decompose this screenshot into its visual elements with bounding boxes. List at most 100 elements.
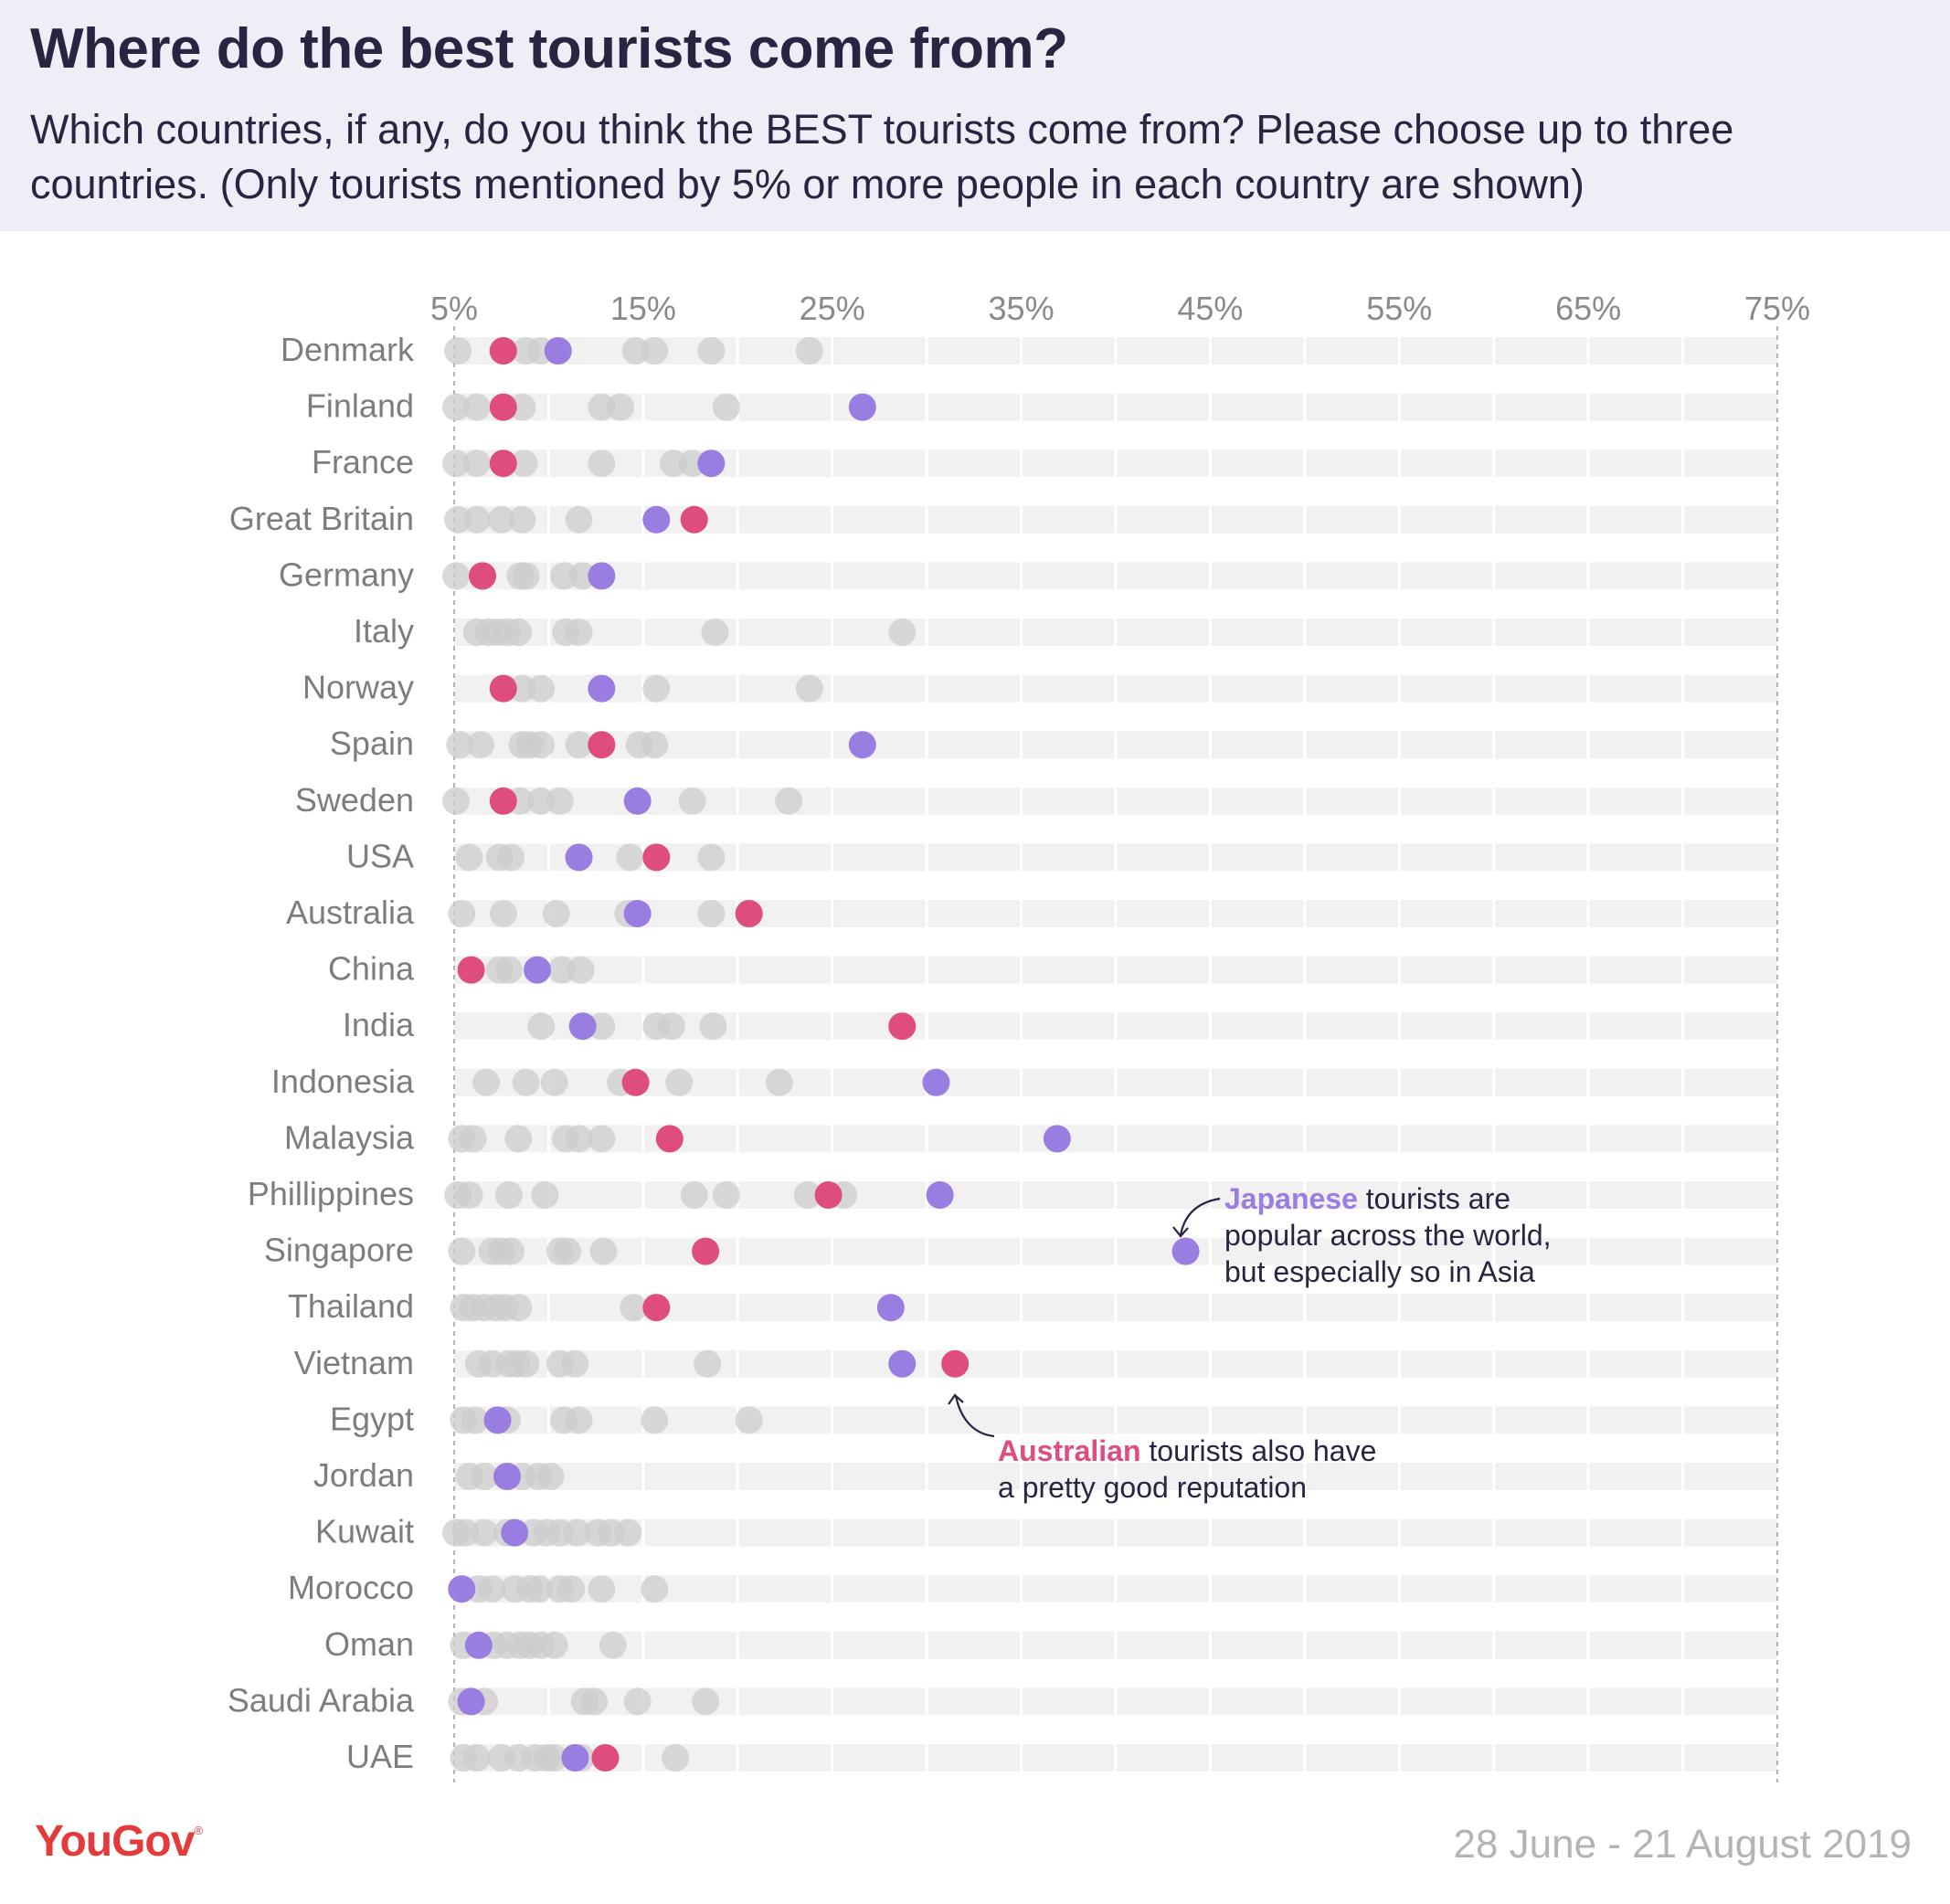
other-country-dot [540,1744,568,1772]
japan-dot [568,1012,597,1041]
header-band: Where do the best tourists come from? Wh… [0,0,1950,231]
yougov-logo: YouGov® [35,1816,203,1867]
country-label: Jordan [313,1456,414,1494]
other-country-dot [735,1406,763,1434]
other-country-dot [588,1012,616,1041]
other-country-dot [497,843,525,872]
other-country-dot [701,619,729,646]
australia-dot [457,956,485,984]
other-country-dot [462,1744,491,1772]
australia-dot [489,337,517,365]
country-label: India [343,1006,415,1043]
country-label: Singapore [264,1232,414,1269]
other-country-dot [542,900,570,927]
japan-dot [876,1294,905,1322]
x-tick-label: 55% [1366,290,1432,327]
other-country-dot [478,1575,506,1603]
other-country-dot [665,1068,694,1096]
other-country-dot [692,1687,720,1716]
other-country-dot [567,956,595,984]
japan-annotation-line3: but especially so in Asia [1224,1255,1535,1288]
japan-annotation-arrow [1179,1197,1221,1236]
japan-dot [457,1687,485,1716]
brand-mark: ® [194,1824,203,1837]
other-country-dot [462,393,491,421]
brand-name: YouGov [35,1817,195,1866]
dot-plot: 5% 15% 25% 35% 45% 55% 65% 75% Denmark Finland Fr… [228,290,1810,1782]
australia-annotation-line1: tourists also have [1140,1434,1377,1467]
other-country-dot [448,900,476,927]
japan-dot [623,787,652,815]
x-tick-label: 65% [1555,290,1621,327]
other-country-dot [455,1181,483,1209]
other-country-dot [580,1687,609,1716]
other-country-dot [678,787,706,815]
other-country-dot [565,505,593,534]
other-country-dot [489,900,517,927]
japan-dot [922,1068,950,1096]
other-country-dot [712,393,740,421]
other-country-dot [565,1406,593,1434]
other-country-dot [508,505,536,534]
other-country-dot [510,450,538,478]
other-country-dot [471,1518,499,1547]
japan-dot [544,337,572,365]
country-label: Great Britain [229,500,414,537]
other-country-dot [588,1575,616,1603]
gridlines [453,326,1778,1782]
country-label: Thailand [288,1287,414,1325]
japan-dot [588,562,616,590]
australia-annotation-arrowhead [948,1393,964,1405]
other-country-dot [563,1518,591,1547]
other-country-dot [444,505,472,534]
x-tick-label: 25% [800,290,865,327]
other-country-dot [451,1518,480,1547]
other-country-dot [623,1687,652,1716]
other-country-dot [599,1631,627,1659]
australia-dot [888,1012,917,1041]
highlighted-dots [448,337,1200,1772]
country-label: USA [346,837,414,874]
other-country-dots [442,337,917,1772]
other-country-dot [620,1294,648,1322]
other-country-dot [561,1349,589,1378]
other-country-dot [557,1575,586,1603]
japan-dot [697,450,726,478]
other-country-dot [471,1463,499,1490]
australia-dot [655,1125,684,1153]
country-label: Denmark [281,331,415,368]
australia-dot [489,787,517,815]
country-label: Finland [306,387,414,425]
other-country-dot [657,1012,685,1041]
japan-dot [464,1631,493,1659]
country-label: Saudi Arabia [228,1681,415,1719]
australia-dot [489,450,517,478]
country-label: UAE [346,1738,414,1775]
other-country-dot [540,1631,568,1659]
other-country-dot [527,787,556,815]
other-country-dot [641,1575,669,1603]
other-country-dot [459,1125,487,1153]
other-country-dot [472,1068,501,1096]
australia-dot [469,562,497,590]
other-country-dot [446,731,474,759]
other-country-dot [504,1294,533,1322]
japan-dot [848,393,876,421]
japan-dot [501,1518,529,1547]
country-label: Oman [324,1625,414,1663]
other-country-dot [527,674,556,703]
other-country-dot [531,1181,559,1209]
country-label: Morocco [288,1569,414,1606]
other-country-dot [527,731,556,759]
chart-title: Where do the best tourists come from? [30,17,1068,80]
country-label: Italy [354,612,414,650]
japan-annotation: Japanese tourists are popular across the… [1224,1180,1552,1290]
other-country-dot [607,393,635,421]
australia-dot [814,1181,843,1209]
other-country-dot [527,1012,556,1041]
other-country-dot [621,337,650,365]
country-label: Vietnam [294,1344,414,1381]
other-country-dot [461,1406,489,1434]
other-country-dot [512,562,540,590]
other-country-dot [448,1237,476,1265]
